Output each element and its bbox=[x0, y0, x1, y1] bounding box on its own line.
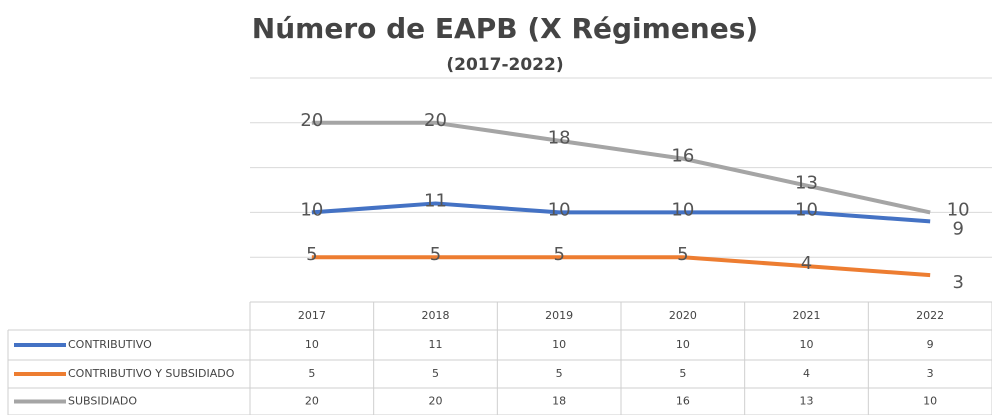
table-cell: 4 bbox=[803, 367, 810, 380]
table-cell: 13 bbox=[800, 395, 814, 408]
data-label: 10 bbox=[795, 199, 818, 220]
legend-label: SUBSIDIADO bbox=[68, 395, 137, 408]
table-header: 2017 bbox=[298, 309, 326, 322]
table-header: 2021 bbox=[793, 309, 821, 322]
data-label: 11 bbox=[424, 190, 447, 211]
data-label: 5 bbox=[430, 244, 441, 265]
table-cell: 18 bbox=[552, 395, 566, 408]
series-line bbox=[311, 120, 931, 215]
table-cell: 10 bbox=[552, 338, 566, 351]
data-label: 20 bbox=[300, 110, 323, 131]
table-cell: 10 bbox=[800, 338, 814, 351]
data-label: 4 bbox=[801, 253, 812, 274]
table-cell: 20 bbox=[305, 395, 319, 408]
data-label: 10 bbox=[671, 199, 694, 220]
data-label: 10 bbox=[947, 199, 970, 220]
series-line bbox=[311, 201, 931, 224]
table-header: 2020 bbox=[669, 309, 697, 322]
data-label: 16 bbox=[671, 146, 694, 167]
chart-subtitle: (2017-2022) bbox=[446, 55, 563, 75]
data-label: 9 bbox=[952, 218, 963, 239]
table-cell: 11 bbox=[429, 338, 443, 351]
data-label: 10 bbox=[300, 199, 323, 220]
table-cell: 5 bbox=[679, 367, 686, 380]
data-label: 20 bbox=[424, 110, 447, 131]
legend-label: CONTRIBUTIVO bbox=[68, 338, 152, 351]
data-label: 5 bbox=[677, 244, 688, 265]
table-cell: 5 bbox=[432, 367, 439, 380]
table-cell: 5 bbox=[556, 367, 563, 380]
table-header: 2019 bbox=[545, 309, 573, 322]
data-label: 5 bbox=[553, 244, 564, 265]
table-cell: 3 bbox=[927, 367, 934, 380]
legend-label: CONTRIBUTIVO Y SUBSIDIADO bbox=[68, 367, 235, 380]
data-label: 13 bbox=[795, 173, 818, 194]
table-cell: 5 bbox=[308, 367, 315, 380]
table-cell: 16 bbox=[676, 395, 690, 408]
table-cell: 9 bbox=[927, 338, 934, 351]
data-label: 5 bbox=[306, 244, 317, 265]
table-cell: 20 bbox=[429, 395, 443, 408]
table-cell: 10 bbox=[305, 338, 319, 351]
data-label: 10 bbox=[548, 199, 571, 220]
series-line bbox=[311, 255, 931, 278]
table-cell: 10 bbox=[676, 338, 690, 351]
table-header: 2018 bbox=[422, 309, 450, 322]
table-header: 2022 bbox=[916, 309, 944, 322]
data-label: 18 bbox=[548, 128, 571, 149]
chart-title: Número de EAPB (X Régimenes) bbox=[252, 12, 758, 45]
table-cell: 10 bbox=[923, 395, 937, 408]
data-label: 3 bbox=[952, 272, 963, 293]
